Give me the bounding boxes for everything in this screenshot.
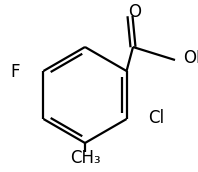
Text: F: F (10, 63, 20, 81)
Text: CH₃: CH₃ (70, 149, 100, 167)
Text: Cl: Cl (148, 109, 164, 127)
Text: O: O (129, 3, 142, 21)
Text: OH: OH (183, 49, 198, 67)
